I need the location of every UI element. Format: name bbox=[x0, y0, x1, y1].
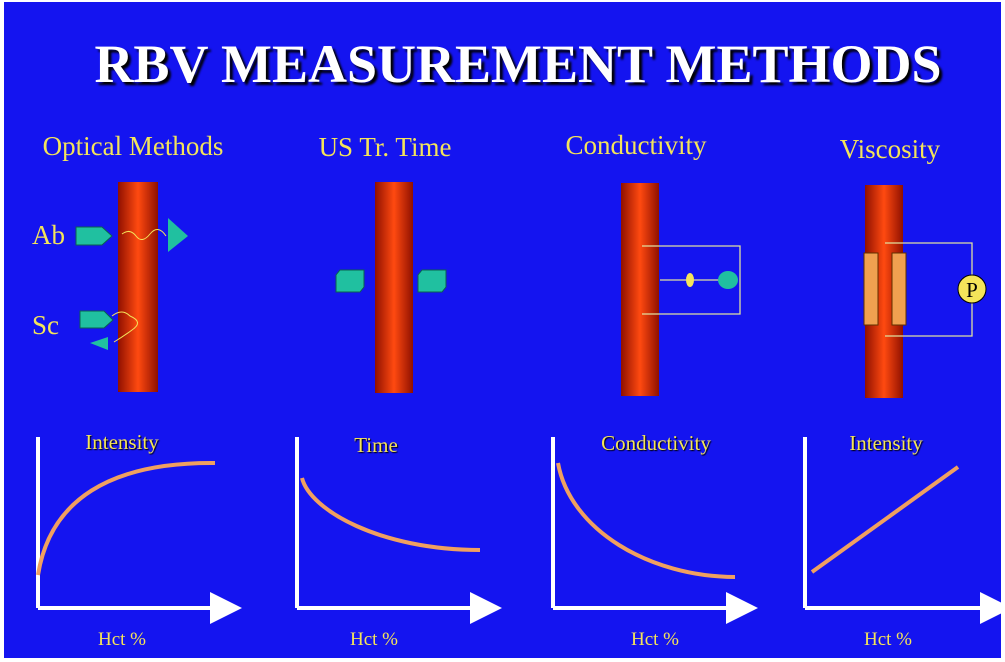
heading: Viscosity bbox=[840, 134, 941, 164]
x-label: Hct % bbox=[631, 629, 679, 650]
heading: Optical Methods bbox=[43, 131, 224, 161]
slide: RBV MEASUREMENT METHODS Optical Methods … bbox=[0, 0, 1005, 662]
title: RBV MEASUREMENT METHODS bbox=[94, 34, 941, 94]
y-label: Intensity bbox=[85, 430, 159, 454]
symbol: P bbox=[966, 278, 978, 302]
label: Ab bbox=[32, 220, 65, 250]
heading: Conductivity bbox=[566, 130, 707, 160]
heading: US Tr. Time bbox=[319, 132, 452, 162]
y-label: Intensity bbox=[849, 431, 923, 455]
x-label: Hct % bbox=[98, 629, 146, 650]
y-label: Time bbox=[354, 433, 398, 457]
x-label: Hct % bbox=[350, 629, 398, 650]
label: Sc bbox=[32, 310, 59, 340]
y-label: Conductivity bbox=[601, 431, 711, 455]
x-label: Hct % bbox=[864, 629, 912, 650]
